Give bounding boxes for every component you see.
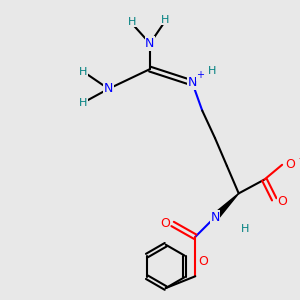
Text: H: H xyxy=(128,17,136,27)
Text: H: H xyxy=(79,67,87,77)
Text: N: N xyxy=(145,37,154,50)
Text: N: N xyxy=(188,76,197,89)
Text: +: + xyxy=(196,70,204,80)
Text: N: N xyxy=(210,211,220,224)
Text: H: H xyxy=(208,66,216,76)
Text: H: H xyxy=(240,224,249,234)
Polygon shape xyxy=(212,194,239,219)
Text: -: - xyxy=(298,153,300,163)
Text: H: H xyxy=(160,15,169,25)
Text: O: O xyxy=(198,255,208,268)
Text: H: H xyxy=(79,98,87,108)
Text: N: N xyxy=(104,82,113,95)
Text: O: O xyxy=(160,218,170,230)
Text: O: O xyxy=(285,158,295,171)
Text: O: O xyxy=(277,195,287,208)
